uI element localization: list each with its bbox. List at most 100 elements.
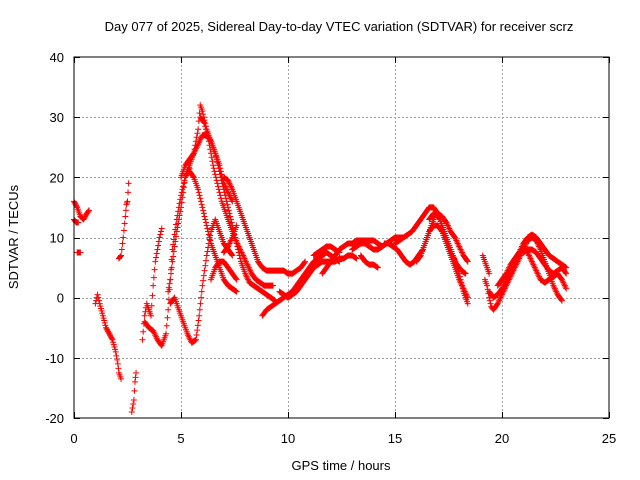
axis-ticks: 0 5 10 15 20 25 -20 -10 0 10 20 30 40: [45, 50, 616, 446]
data-point: [302, 258, 309, 265]
data-point: [197, 195, 204, 202]
data-point: [119, 240, 126, 247]
data-point: [194, 327, 201, 334]
data-point: [163, 330, 170, 337]
series-arc-19: [310, 243, 343, 259]
data-point: [190, 151, 197, 158]
data-point: [438, 227, 445, 234]
data-point: [196, 192, 203, 199]
data-point: [178, 199, 185, 206]
data-point: [494, 301, 501, 308]
data-point: [228, 251, 235, 258]
data-point: [201, 120, 208, 127]
y-tick-label: -20: [45, 411, 64, 426]
data-point: [270, 296, 277, 303]
data-point: [198, 288, 205, 295]
data-point: [270, 282, 277, 289]
data-point: [208, 154, 215, 161]
data-point: [117, 253, 124, 260]
y-tick-label: 30: [50, 110, 64, 125]
x-tick-label: 0: [70, 431, 77, 446]
data-point: [301, 259, 308, 266]
data-point: [120, 234, 127, 241]
data-point: [563, 285, 570, 292]
data-point: [198, 201, 205, 208]
data-point: [115, 365, 122, 372]
data-point: [181, 179, 188, 186]
data-point: [461, 270, 468, 277]
data-point: [224, 201, 231, 208]
data-point: [205, 135, 212, 142]
data-point: [158, 225, 165, 232]
data-point: [498, 286, 505, 293]
data-point: [195, 189, 202, 196]
data-point: [171, 243, 178, 250]
data-point: [75, 219, 82, 226]
data-point: [215, 186, 222, 193]
data-point: [201, 213, 208, 220]
data-point: [85, 208, 92, 215]
data-point: [191, 337, 198, 344]
data-point: [464, 257, 471, 264]
data-point: [451, 233, 458, 240]
y-axis-label: SDTVAR / TECUs: [6, 184, 21, 289]
data-point: [194, 322, 201, 329]
data-point: [196, 306, 203, 313]
data-point: [170, 295, 177, 302]
data-point: [175, 216, 182, 223]
data-point: [131, 378, 138, 385]
data-point: [213, 156, 220, 163]
data-point: [464, 258, 471, 265]
chart-title: Day 077 of 2025, Sidereal Day-to-day VTE…: [105, 19, 574, 34]
x-tick-label: 20: [495, 431, 509, 446]
data-point: [153, 250, 160, 257]
data-point: [157, 231, 164, 238]
data-point: [416, 253, 423, 260]
data-point: [193, 331, 200, 338]
series-arc-30: [494, 246, 570, 292]
data-point: [202, 262, 209, 269]
data-point: [122, 213, 129, 220]
data-point: [202, 123, 209, 130]
data-point: [156, 234, 163, 241]
data-point: [173, 228, 180, 235]
data-point: [232, 275, 239, 282]
data-point: [130, 400, 137, 407]
data-point: [200, 277, 207, 284]
series-arc-14: [207, 258, 240, 283]
data-point: [207, 146, 214, 153]
data-point: [217, 192, 224, 199]
data-point: [486, 297, 493, 304]
data-point: [120, 227, 127, 234]
data-point: [164, 314, 171, 321]
data-point: [73, 203, 80, 210]
data-point: [114, 356, 121, 363]
data-point: [195, 126, 202, 133]
y-tick-label: 0: [57, 291, 64, 306]
data-point: [148, 312, 155, 319]
data-point: [205, 228, 212, 235]
data-point: [200, 210, 207, 217]
data-point: [124, 198, 131, 205]
data-point: [148, 302, 155, 309]
series-arc-31: [520, 246, 570, 277]
data-point: [129, 404, 136, 411]
data-point: [194, 130, 201, 137]
data-point: [204, 132, 211, 139]
y-tick-label: -10: [45, 351, 64, 366]
series-arc-03: [74, 249, 84, 256]
series-arc-25: [413, 222, 471, 301]
data-point: [123, 201, 130, 208]
data-point: [125, 189, 132, 196]
data-point: [173, 233, 180, 240]
data-point: [95, 297, 102, 304]
data-point: [562, 269, 569, 276]
x-tick-label: 5: [177, 431, 184, 446]
data-point: [212, 171, 219, 178]
data-point: [558, 296, 565, 303]
data-point: [210, 162, 217, 169]
series-arc-15: [220, 222, 240, 256]
data-point: [209, 158, 216, 165]
data-point: [461, 269, 468, 276]
data-point: [207, 237, 214, 244]
